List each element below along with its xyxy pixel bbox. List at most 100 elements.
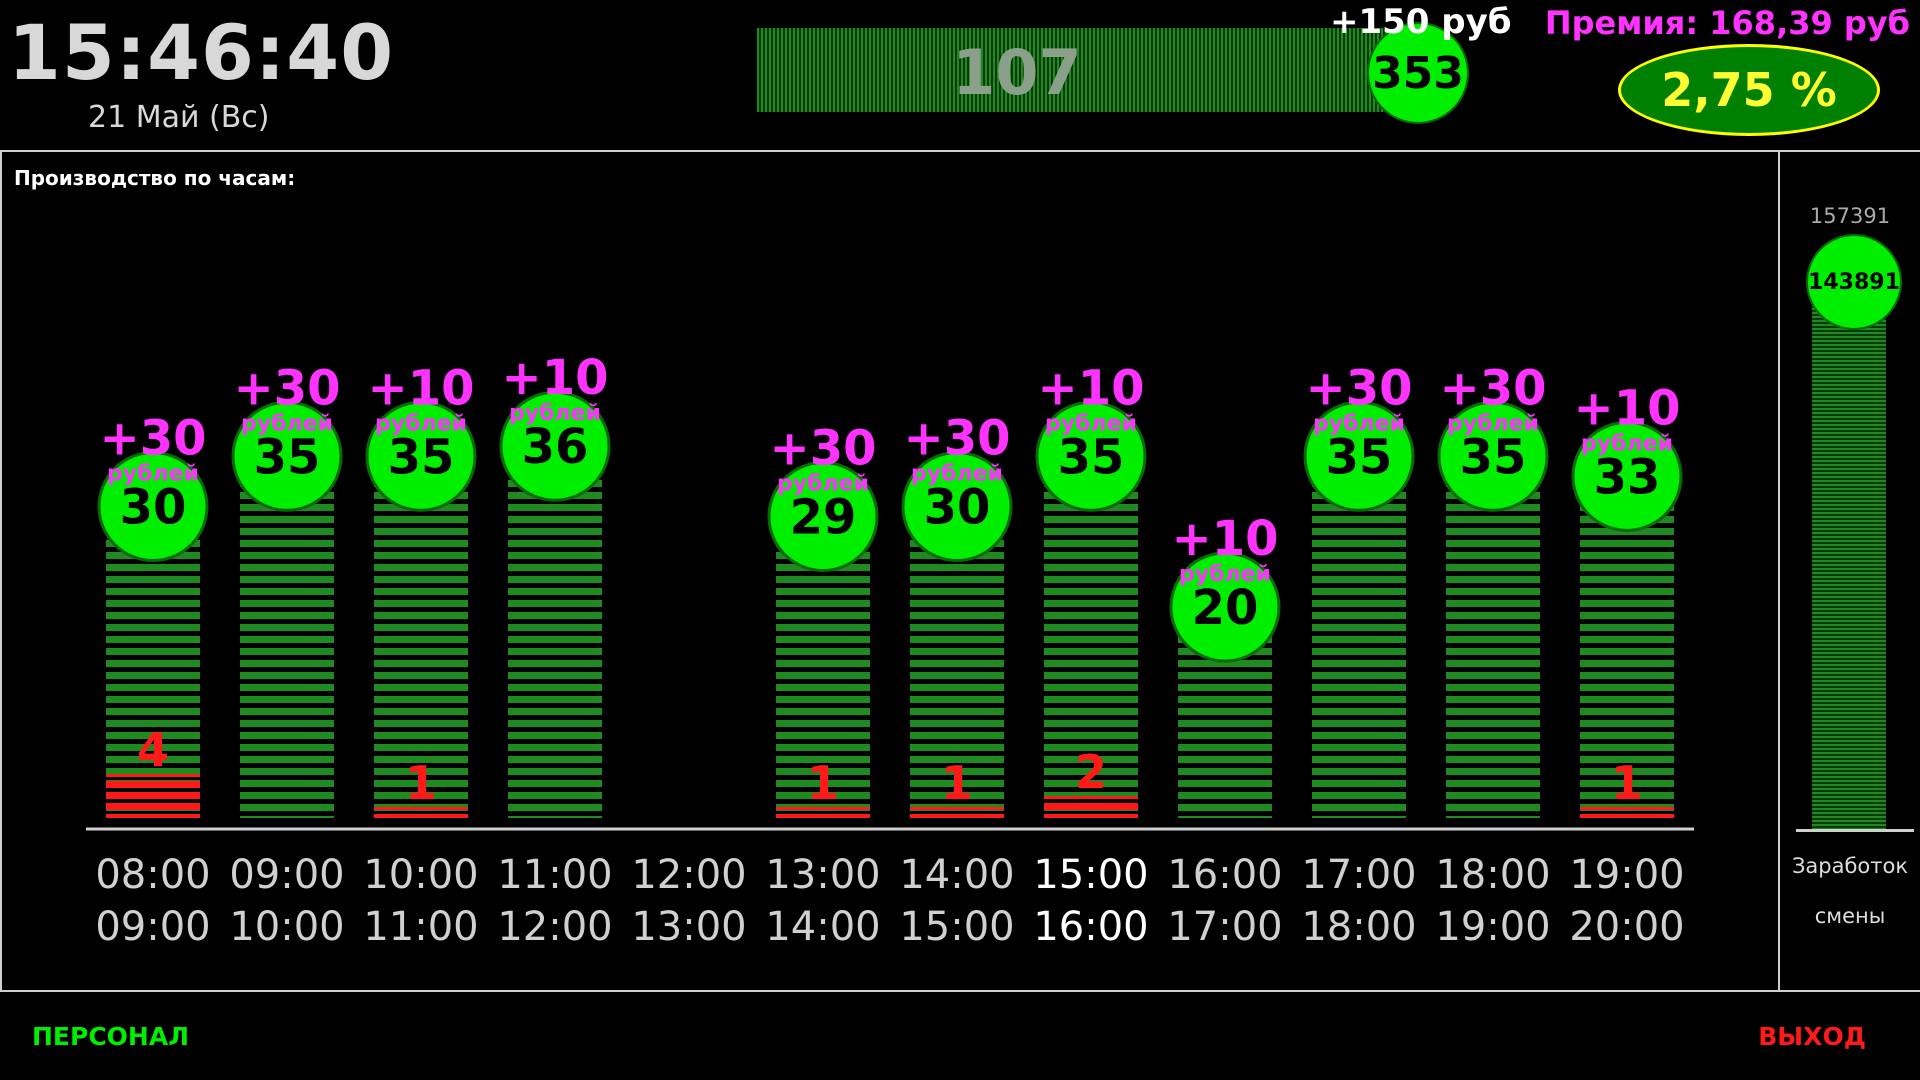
bar: [508, 456, 602, 818]
defect-bar: [106, 774, 200, 818]
bonus-label: +30: [99, 411, 206, 467]
defect-bar: [1044, 796, 1138, 818]
x-tick-label-to: 09:00: [95, 904, 210, 950]
x-tick-label-from: 14:00: [899, 852, 1014, 898]
x-tick-label-to: 14:00: [765, 904, 880, 950]
bonus-label: +30: [233, 360, 340, 416]
earnings-label-2: смены: [1814, 904, 1886, 928]
progress-bar-value: 107: [952, 36, 1082, 109]
defect-label: 1: [941, 756, 973, 810]
chart-title: Производство по часам:: [14, 166, 296, 190]
value-circle: [901, 451, 1013, 562]
bonus-unit-label: рублей: [107, 462, 199, 487]
x-tick-label-from: 09:00: [229, 852, 344, 898]
premium-label: Премия: 168,39 руб: [1544, 4, 1910, 42]
bar: [374, 466, 468, 818]
x-tick-label-to: 17:00: [1167, 904, 1282, 950]
data-label: 35: [388, 429, 455, 485]
bonus-unit-label: рублей: [1581, 431, 1673, 456]
x-tick-label-to: 18:00: [1301, 904, 1416, 950]
data-label: 29: [790, 490, 857, 546]
defect-label: 4: [137, 723, 169, 777]
bar: [1446, 466, 1540, 818]
staff-button[interactable]: ПЕРСОНАЛ: [32, 1022, 189, 1051]
bonus-unit-label: рублей: [1313, 411, 1405, 436]
x-tick-label-from: 08:00: [95, 852, 210, 898]
value-circle: [1169, 551, 1281, 663]
x-tick-label-from: 10:00: [363, 852, 478, 898]
data-label: 35: [1460, 429, 1527, 485]
value-circle: [231, 400, 343, 512]
bar: [1580, 486, 1674, 818]
bonus-label: +30: [769, 421, 876, 477]
bonus-label: +30: [903, 411, 1010, 467]
x-tick-label-to: 11:00: [363, 904, 478, 950]
data-label: 33: [1594, 449, 1661, 505]
value-circle: [365, 400, 477, 512]
earnings-label: Заработок: [1791, 854, 1909, 878]
bar: [1312, 466, 1406, 818]
defect-label: 1: [1611, 756, 1643, 810]
x-tick-label-to: 20:00: [1569, 904, 1684, 950]
date: 21 Май (Вс): [88, 100, 270, 135]
bonus-unit-label: рублей: [1179, 562, 1271, 587]
data-label: 20: [1192, 580, 1259, 636]
bar: [240, 466, 334, 818]
bonus-label: +10: [1037, 360, 1144, 416]
defect-bar: [374, 807, 468, 818]
hourly-production-chart: 08:0009:00430+30рублей09:0010:0035+30руб…: [86, 350, 1694, 950]
value-circle: [1303, 400, 1415, 512]
progress-bar: [757, 28, 1387, 112]
data-label: 30: [120, 480, 187, 536]
data-label: 35: [1058, 429, 1125, 485]
percent-badge: 2,75 %: [1618, 44, 1880, 136]
x-tick-label-from: 12:00: [631, 852, 746, 898]
value-circle: [499, 390, 611, 502]
x-tick-label-to: 13:00: [631, 904, 746, 950]
earnings-baseline: [1796, 829, 1914, 832]
value-circle: [767, 461, 879, 573]
defect-label: 1: [807, 756, 839, 810]
value-circle: [1571, 420, 1683, 532]
earnings-bar: [1812, 268, 1886, 830]
x-tick-label-from: 16:00: [1167, 852, 1282, 898]
x-tick-label-from: 15:00: [1033, 852, 1148, 898]
data-label: 30: [924, 480, 991, 536]
defect-bar: [776, 807, 870, 818]
clock: 15:46:40: [8, 8, 395, 97]
x-tick-label-from: 11:00: [497, 852, 612, 898]
x-tick-label-to: 19:00: [1435, 904, 1550, 950]
value-circle: [97, 451, 209, 562]
bonus-unit-label: рублей: [777, 472, 869, 497]
x-tick-label-to: 12:00: [497, 904, 612, 950]
data-label: 36: [522, 419, 589, 475]
defect-label: 1: [405, 756, 437, 810]
value-circle: [1035, 400, 1147, 512]
exit-button[interactable]: ВЫХОД: [1758, 1022, 1866, 1051]
bonus-unit-label: рублей: [1045, 411, 1137, 436]
bar: [106, 516, 200, 818]
defect-label: 2: [1075, 745, 1107, 799]
value-circle: [1437, 400, 1549, 512]
earnings-circle: 143891: [1806, 234, 1902, 330]
bonus-label: +10: [1573, 380, 1680, 436]
bar: [776, 526, 870, 818]
total-bonus: +150 руб: [1330, 2, 1512, 42]
bonus-label: +10: [367, 360, 474, 416]
data-label: 35: [1326, 429, 1393, 485]
total-count-circle: 353: [1367, 22, 1469, 124]
bonus-unit-label: рублей: [1447, 411, 1539, 436]
bar: [1044, 466, 1138, 818]
bonus-label: +30: [1305, 360, 1412, 416]
x-tick-label-from: 19:00: [1569, 852, 1684, 898]
data-label: 35: [254, 429, 321, 485]
bonus-unit-label: рублей: [241, 411, 333, 436]
defect-bar: [910, 807, 1004, 818]
bonus-label: +10: [1171, 511, 1278, 567]
bonus-unit-label: рублей: [375, 411, 467, 436]
defect-bar: [1580, 807, 1674, 818]
earnings-panel: [1778, 150, 1920, 992]
bonus-label: +10: [501, 350, 608, 406]
x-tick-label-from: 13:00: [765, 852, 880, 898]
bonus-label: +30: [1439, 360, 1546, 416]
